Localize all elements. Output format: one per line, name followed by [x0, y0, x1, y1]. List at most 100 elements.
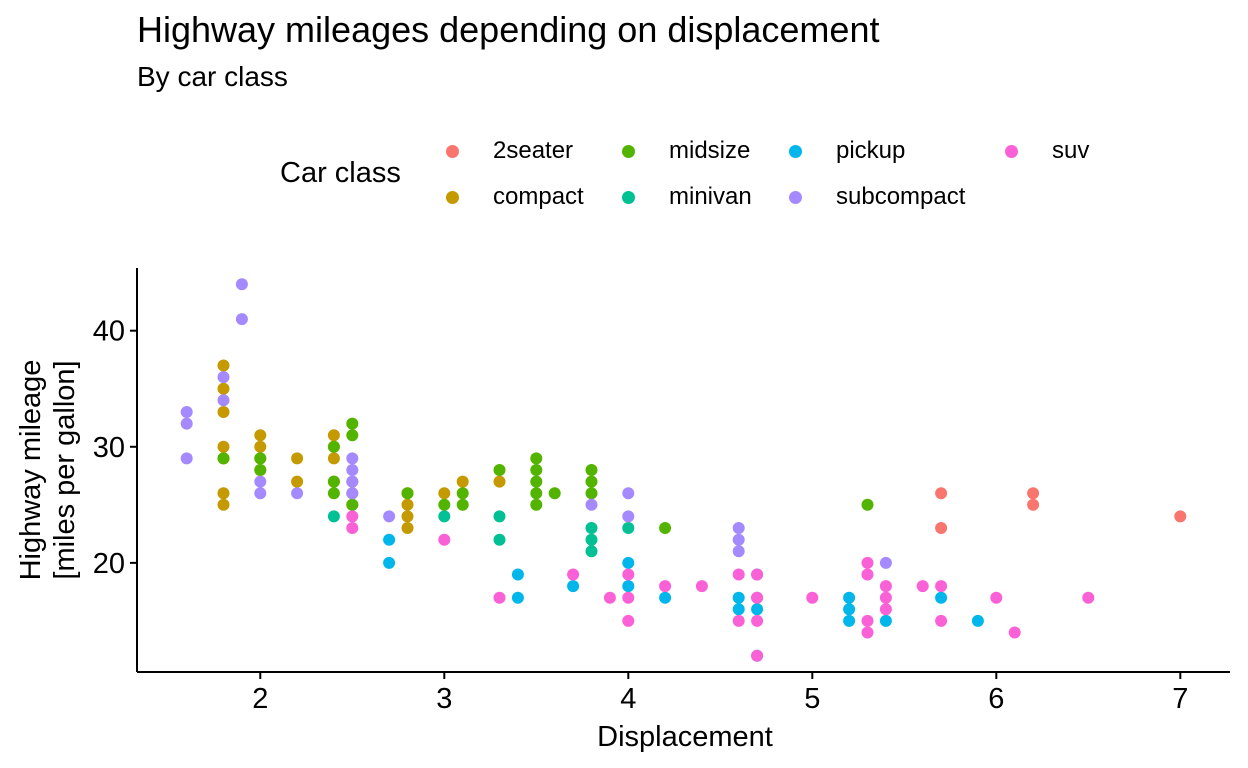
data-point-subcompact: [235, 278, 248, 291]
chart-title: Highway mileages depending on displaceme…: [137, 9, 880, 50]
data-point-2seater: [1174, 510, 1187, 523]
data-points: [180, 278, 1187, 662]
data-point-pickup: [622, 556, 635, 569]
data-point-pickup: [511, 591, 524, 604]
data-point-midsize: [327, 487, 340, 500]
data-point-subcompact: [291, 487, 304, 500]
data-point-subcompact: [346, 464, 359, 476]
data-point-suv: [346, 522, 359, 534]
data-point-compact: [438, 487, 451, 500]
data-point-suv: [438, 533, 451, 546]
x-tick-label: 2: [252, 683, 268, 715]
data-point-subcompact: [180, 452, 193, 465]
data-point-compact: [217, 498, 230, 511]
data-point-pickup: [383, 533, 396, 546]
data-point-suv: [659, 580, 672, 593]
legend-label: suv: [1052, 137, 1090, 164]
data-point-subcompact: [346, 475, 359, 488]
data-point-suv: [622, 568, 635, 581]
data-point-midsize: [659, 522, 672, 534]
data-point-subcompact: [585, 498, 598, 511]
data-point-subcompact: [254, 475, 267, 488]
data-point-subcompact: [346, 452, 359, 465]
data-point-midsize: [861, 498, 874, 511]
data-point-suv: [879, 591, 892, 604]
data-point-subcompact: [732, 533, 745, 546]
legend-item-suv: suv: [1005, 136, 1089, 166]
data-point-suv: [1082, 591, 1095, 604]
legend-key-icon: [446, 190, 459, 204]
legend-item-pickup: pickup: [789, 136, 905, 166]
data-point-midsize: [530, 452, 543, 465]
data-point-midsize: [254, 464, 267, 476]
data-point-subcompact: [217, 394, 230, 407]
data-point-subcompact: [383, 510, 396, 523]
data-point-midsize: [401, 487, 414, 500]
data-point-2seater: [935, 487, 948, 500]
legend-key-icon: [622, 144, 635, 158]
y-axis-label-line1: Highway mileage: [15, 360, 47, 581]
legend-label: minivan: [669, 183, 752, 210]
data-point-midsize: [585, 475, 598, 488]
legend-key-icon: [622, 190, 635, 204]
legend-item-compact: compact: [446, 182, 584, 212]
data-point-compact: [217, 382, 230, 395]
data-point-midsize: [438, 498, 451, 511]
data-point-suv: [493, 591, 506, 604]
data-point-subcompact: [622, 487, 635, 500]
data-point-compact: [217, 487, 230, 500]
data-point-suv: [935, 580, 948, 593]
legend-item-minivan: minivan: [622, 182, 752, 212]
data-point-compact: [401, 510, 414, 523]
data-point-compact: [493, 475, 506, 488]
data-point-pickup: [659, 591, 672, 604]
data-point-midsize: [548, 487, 561, 500]
x-tick-label: 6: [988, 683, 1004, 715]
x-tick-label: 5: [804, 683, 820, 715]
legend-label: pickup: [836, 137, 906, 164]
legend-item-midsize: midsize: [622, 136, 750, 166]
data-point-suv: [1008, 626, 1021, 639]
data-point-subcompact: [180, 417, 193, 430]
data-point-midsize: [530, 464, 543, 476]
chart-subtitle: By car class: [137, 61, 288, 92]
data-point-suv: [346, 510, 359, 523]
legend-label: compact: [493, 183, 584, 210]
legend-key-icon: [789, 190, 802, 204]
data-point-pickup: [751, 603, 764, 616]
data-point-suv: [732, 568, 745, 581]
x-axis-label: Displacement: [597, 721, 773, 753]
data-point-minivan: [585, 533, 598, 546]
legend-item-2seater: 2seater: [446, 136, 573, 166]
legend-label: midsize: [669, 137, 751, 164]
data-point-midsize: [254, 452, 267, 465]
data-point-suv: [879, 580, 892, 593]
legend-key-icon: [789, 144, 802, 158]
data-point-suv: [990, 591, 1003, 604]
data-point-minivan: [493, 533, 506, 546]
data-point-pickup: [567, 580, 580, 593]
legend-item-subcompact: subcompact: [789, 182, 965, 212]
data-point-pickup: [622, 580, 635, 593]
data-point-suv: [751, 591, 764, 604]
legend-key-icon: [1005, 144, 1018, 158]
data-point-compact: [291, 475, 304, 488]
data-point-pickup: [732, 603, 745, 616]
data-point-subcompact: [732, 522, 745, 534]
y-axis-label-line2: [miles per gallon]: [49, 360, 81, 579]
data-point-midsize: [530, 487, 543, 500]
data-point-suv: [567, 568, 580, 581]
data-point-suv: [935, 614, 948, 627]
data-point-midsize: [346, 429, 359, 442]
data-point-midsize: [456, 498, 469, 511]
data-point-2seater: [935, 522, 948, 534]
data-point-suv: [879, 603, 892, 616]
data-point-midsize: [530, 475, 543, 488]
data-point-compact: [401, 522, 414, 534]
data-point-compact: [217, 406, 230, 418]
data-point-compact: [401, 498, 414, 511]
data-point-compact: [327, 429, 340, 442]
data-point-midsize: [327, 475, 340, 488]
y-tick-label: 30: [93, 432, 125, 464]
